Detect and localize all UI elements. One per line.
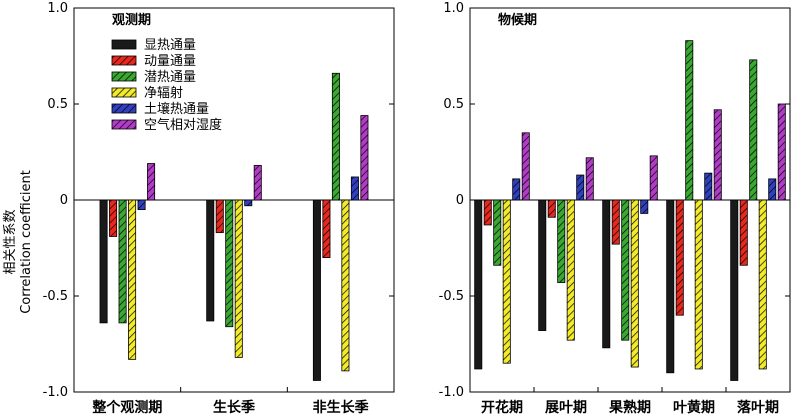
bar <box>566 199 575 341</box>
y-tick-label: -1.0 <box>439 385 464 400</box>
bar <box>640 199 649 214</box>
bar <box>109 199 118 237</box>
y-axis-title: 相关性系数 Correlation coefficient <box>3 170 34 314</box>
bar <box>502 199 511 364</box>
legend-label: 空气相对湿度 <box>144 117 222 133</box>
panel-title: 物候期 <box>498 12 537 28</box>
x-tick-label: 叶黄期 <box>673 399 715 416</box>
bar <box>713 109 722 201</box>
bar <box>630 199 639 368</box>
legend-label: 动量通量 <box>144 54 196 69</box>
bar <box>206 199 215 322</box>
bar <box>730 199 739 381</box>
y-axis-title-cn: 相关性系数 <box>3 209 18 274</box>
bar <box>749 59 758 201</box>
y-tick-label: 0 <box>60 193 68 208</box>
legend-label: 净辐射 <box>144 85 183 101</box>
bar <box>649 155 658 201</box>
panel-phenology-period: 1.0 0.5 0 -0.5 -1.0 开花期 展叶期 果熟期 叶黄期 落叶期 物候期 <box>439 1 791 416</box>
bar <box>512 178 521 201</box>
bar <box>483 199 492 226</box>
bar <box>312 199 321 381</box>
panel-title: 观测期 <box>112 12 151 28</box>
bar <box>547 199 556 218</box>
bar <box>768 178 777 201</box>
bar <box>694 199 703 370</box>
y-tick-label: 1.0 <box>47 1 68 16</box>
bar <box>602 199 611 349</box>
legend-swatch <box>111 55 137 66</box>
bar <box>118 199 127 324</box>
panel-observation-period: 1.0 0.5 0 -0.5 -1.0 整个观测期 生长季 非生长季 观测期显热通量动量通量潜热… <box>43 1 395 416</box>
legend-swatch <box>111 103 137 114</box>
y-tick-label: 1.0 <box>443 1 464 16</box>
bar <box>137 199 146 211</box>
bar <box>758 199 767 370</box>
legend-label: 土壤热通量 <box>144 101 209 117</box>
bar <box>331 72 340 201</box>
legend-swatch <box>111 71 137 82</box>
bar <box>521 132 530 201</box>
legend-swatch <box>111 87 137 98</box>
bar <box>147 163 156 201</box>
bar <box>685 40 694 201</box>
bar <box>666 199 675 374</box>
y-tick-label: -0.5 <box>439 289 464 304</box>
bar <box>538 199 547 331</box>
x-tick-label: 非生长季 <box>313 399 369 416</box>
y-tick-label: 0.5 <box>47 97 68 112</box>
bar <box>493 199 502 266</box>
bar <box>474 199 483 370</box>
bar <box>128 199 137 360</box>
y-tick-label: 0.5 <box>443 97 464 112</box>
x-tick-label: 果熟期 <box>608 399 651 416</box>
bar <box>739 199 748 266</box>
bar <box>99 199 108 324</box>
x-tick-label: 展叶期 <box>545 400 587 416</box>
bar <box>234 199 243 358</box>
bar <box>675 199 684 316</box>
bar <box>557 199 566 283</box>
legend-swatch <box>111 39 137 50</box>
bar <box>225 199 234 328</box>
y-tick-label: -1.0 <box>43 385 68 400</box>
x-tick-label: 落叶期 <box>737 399 779 416</box>
x-tick-label: 开花期 <box>481 399 523 416</box>
bar <box>215 199 224 234</box>
y-tick-label: 0 <box>456 193 464 208</box>
bar <box>341 199 350 372</box>
x-tick-label: 整个观测期 <box>91 399 162 416</box>
bar <box>611 199 620 245</box>
bar <box>777 103 786 201</box>
y-axis-title-en: Correlation coefficient <box>19 170 34 314</box>
bar <box>322 199 331 258</box>
legend-swatch <box>111 119 137 130</box>
bar <box>576 174 585 201</box>
legend-label: 潜热通量 <box>144 70 196 85</box>
y-tick-label: -0.5 <box>43 289 68 304</box>
legend-label: 显热通量 <box>144 38 196 53</box>
bar <box>244 199 253 207</box>
bar <box>621 199 630 341</box>
x-tick-label: 生长季 <box>213 399 255 416</box>
bar <box>350 176 359 201</box>
bar <box>253 165 262 201</box>
bar <box>585 157 594 201</box>
bar <box>704 172 713 201</box>
bar <box>360 115 369 201</box>
